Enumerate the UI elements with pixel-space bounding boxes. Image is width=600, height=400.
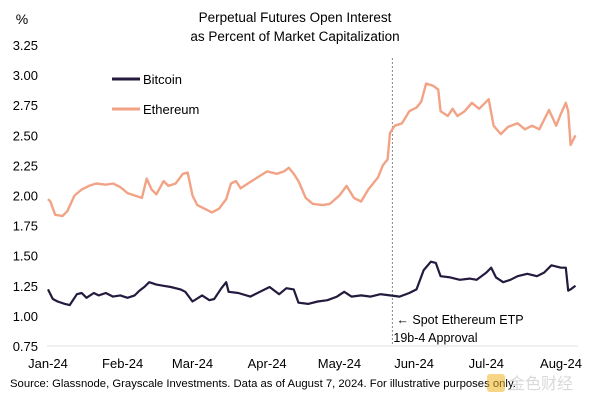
series-line-bitcoin: [47, 260, 577, 307]
annotation-text-line2: 19b-4 Approval: [393, 331, 477, 345]
y-tick-label: 2.50: [13, 128, 38, 143]
legend-label-ethereum: Ethereum: [143, 102, 199, 117]
x-tick-label: Jul-24: [469, 356, 504, 371]
source-footnote: Source: Glassnode, Grayscale Investments…: [10, 378, 516, 390]
y-tick-label: 1.00: [13, 309, 38, 324]
series-line-ethereum: [47, 82, 577, 218]
legend-label-bitcoin: Bitcoin: [143, 72, 182, 87]
x-tick-label: Apr-24: [248, 356, 287, 371]
y-axis-unit: %: [16, 11, 28, 27]
x-tick-label: Mar-24: [172, 356, 213, 371]
y-tick-label: 2.00: [13, 189, 38, 204]
annotation-text-line1: ← Spot Ethereum ETP: [396, 313, 523, 327]
x-tick-label: Jun-24: [394, 356, 434, 371]
watermark-logo: 金色财经: [487, 374, 573, 393]
x-tick-label: May-24: [318, 356, 361, 371]
watermark-text: 金色财经: [509, 375, 573, 393]
x-tick-label: Aug-24: [540, 356, 582, 371]
chart-title: Perpetual Futures Open Interest: [199, 10, 392, 25]
watermark-logo-icon: [487, 374, 505, 392]
y-tick-label: 2.25: [13, 158, 38, 173]
y-tick-label: 1.25: [13, 279, 38, 294]
x-tick-label: Jan-24: [28, 356, 68, 371]
y-tick-label: 2.75: [13, 98, 38, 113]
chart-subtitle: as Percent of Market Capitalization: [190, 29, 399, 44]
y-tick-label: 3.00: [13, 68, 38, 83]
legend: Bitcoin Ethereum: [112, 72, 199, 117]
y-tick-label: 3.25: [13, 38, 38, 53]
y-tick-label: 1.75: [13, 219, 38, 234]
y-tick-label: 1.50: [13, 249, 38, 264]
x-tick-label: Feb-24: [102, 356, 143, 371]
y-tick-label: 0.75: [13, 339, 38, 354]
